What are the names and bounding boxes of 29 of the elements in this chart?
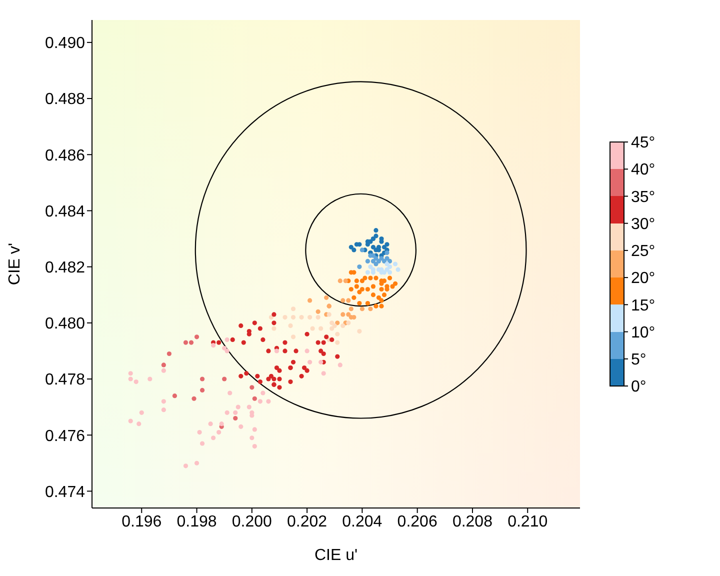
x-tick-label: 0.196 <box>122 513 162 530</box>
y-tick-label: 0.490 <box>44 35 86 52</box>
color-bar-label: 10° <box>631 324 656 342</box>
x-tick-label: 0.204 <box>342 513 382 530</box>
x-axis-title: CIE u' <box>314 547 358 564</box>
y-axis-title: CIE v' <box>6 242 24 286</box>
color-bar-label: 25° <box>631 243 656 260</box>
y-tick-label: 0.488 <box>44 91 86 108</box>
y-tick-label: 0.482 <box>44 259 86 276</box>
color-bar-label: 35° <box>631 188 656 206</box>
x-tick-label: 0.202 <box>287 513 328 530</box>
color-bar-label: 15° <box>631 297 656 314</box>
color-bar-label: 30° <box>631 216 656 233</box>
y-tick-label: 0.480 <box>44 316 86 333</box>
x-tick-label: 0.198 <box>176 513 217 530</box>
color-bar-label: 20° <box>631 270 656 288</box>
y-tick-label: 0.484 <box>44 203 86 220</box>
color-bar-label: 0° <box>631 378 646 396</box>
x-tick-label: 0.206 <box>397 513 438 530</box>
color-bar-label: 45° <box>631 134 656 152</box>
x-tick-label: 0.208 <box>452 513 493 530</box>
y-tick-label: 0.486 <box>44 147 86 164</box>
color-bar-label: 5° <box>631 351 646 368</box>
y-tick-label: 0.478 <box>44 372 86 389</box>
color-bar-label: 40° <box>631 162 656 179</box>
y-tick-label: 0.476 <box>44 428 86 445</box>
y-tick-label: 0.474 <box>44 484 86 501</box>
x-tick-label: 0.200 <box>232 513 272 530</box>
x-tick-label: 0.210 <box>508 513 548 530</box>
